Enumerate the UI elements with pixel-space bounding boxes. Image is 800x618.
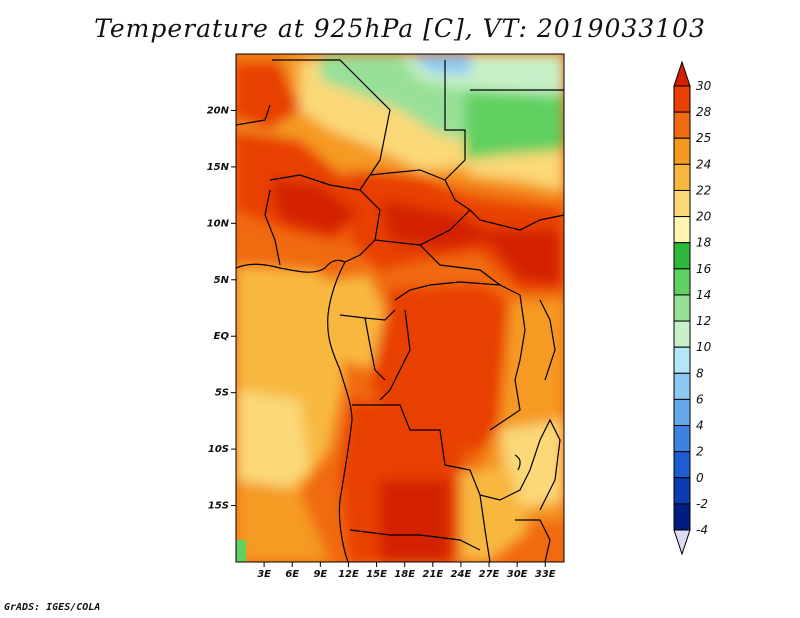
- colorbar-swatch: [673, 111, 691, 139]
- colorbar-label: 10: [696, 340, 712, 354]
- lat-tick-label: 15N: [207, 162, 230, 173]
- colorbar-label: 16: [696, 262, 712, 276]
- lon-tick-label: 12E: [338, 569, 359, 580]
- credit-text: GrADS: IGES/COLA: [4, 602, 101, 613]
- colorbar-swatch: [673, 320, 691, 348]
- colorbar-swatch: [673, 163, 691, 191]
- colorbar-swatch: [673, 268, 691, 296]
- colorbar-label: 30: [696, 79, 712, 93]
- colorbar-label: 22: [696, 183, 711, 197]
- colorbar-label: 2: [696, 445, 704, 459]
- colorbar-swatch: [673, 346, 691, 374]
- lat-tick-label: 5S: [215, 388, 229, 399]
- lon-tick-label: 3E: [257, 569, 271, 580]
- lon-tick-label: 9E: [313, 569, 327, 580]
- colorbar-swatch: [673, 216, 691, 244]
- longitude-axis: 3E 6E 9E 12E 15E 18E 21E 24E 27E 30E 33E: [257, 562, 556, 580]
- lon-tick-label: 15E: [366, 569, 387, 580]
- lat-tick-label: EQ: [214, 331, 230, 342]
- lon-tick-label: 18E: [394, 569, 415, 580]
- colorbar-over-triangle: [673, 60, 691, 87]
- colorbar-label: 6: [696, 392, 704, 406]
- colorbar-label: 12: [696, 314, 711, 328]
- colorbar-swatch: [673, 294, 691, 322]
- colorbar-swatch: [673, 398, 691, 427]
- colorbar-label: 24: [696, 157, 711, 171]
- lat-tick-label: 20N: [207, 105, 230, 116]
- colorbar-swatch: [673, 451, 691, 479]
- colorbar-swatch: [673, 425, 691, 453]
- country-borders: [236, 59, 564, 562]
- page-title: Temperature at 925hPa [C], VT: 201903310…: [94, 14, 706, 43]
- colorbar-label: -2: [696, 497, 708, 511]
- colorbar-swatch: [673, 242, 691, 270]
- lat-tick-label: 10N: [207, 218, 230, 229]
- colorbar-label: 28: [696, 105, 712, 119]
- lon-tick-label: 33E: [535, 569, 556, 580]
- lon-tick-label: 6E: [285, 569, 299, 580]
- colorbar-label: 4: [696, 419, 704, 433]
- latitude-axis: 20N 15N 10N 5N EQ 5S 10S 15S: [207, 105, 236, 512]
- lon-tick-label: 21E: [422, 569, 443, 580]
- colorbar-label: 20: [696, 210, 712, 224]
- colorbar-under-triangle: [673, 529, 691, 556]
- colorbar-label: 14: [696, 288, 711, 302]
- lat-tick-label: 5N: [214, 275, 230, 286]
- colorbar-swatch: [673, 85, 691, 113]
- colorbar-swatch: [673, 137, 691, 165]
- lon-tick-label: 27E: [479, 569, 500, 580]
- colorbar-swatch: [673, 372, 691, 400]
- colorbar-label: 0: [696, 471, 704, 485]
- lon-tick-label: 24E: [451, 569, 472, 580]
- lon-tick-label: 30E: [507, 569, 528, 580]
- map-frame: [235, 53, 565, 563]
- colorbar-label: 8: [696, 366, 704, 380]
- colorbar-label: 18: [696, 236, 712, 250]
- colorbar-label: -4: [696, 523, 708, 537]
- colorbar-swatch: [673, 503, 691, 531]
- lat-tick-label: 10S: [208, 444, 229, 455]
- colorbar-swatch: [673, 189, 691, 218]
- colorbar-swatch: [673, 477, 691, 505]
- colorbar-label: 25: [696, 131, 711, 145]
- lat-tick-label: 15S: [208, 501, 229, 512]
- temperature-field: [236, 54, 564, 562]
